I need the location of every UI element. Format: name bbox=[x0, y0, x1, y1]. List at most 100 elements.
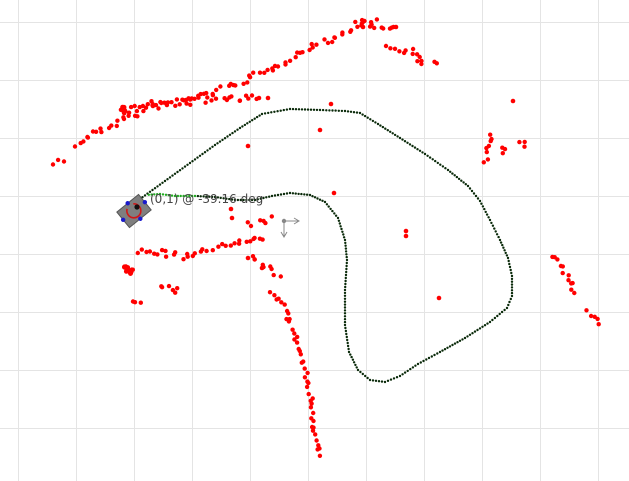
obstacle-point bbox=[245, 80, 250, 85]
path-point bbox=[358, 111, 362, 115]
obstacle-point bbox=[163, 254, 169, 259]
obstacle-point bbox=[99, 129, 104, 135]
path-point bbox=[363, 114, 367, 118]
obstacle-point bbox=[410, 51, 415, 57]
obstacle-point bbox=[121, 115, 126, 120]
obstacle-point bbox=[210, 91, 215, 97]
obstacle-point bbox=[251, 70, 256, 75]
obstacle-point bbox=[132, 103, 137, 109]
path-point bbox=[500, 310, 504, 314]
obstacle-point bbox=[294, 340, 300, 345]
obstacle-point bbox=[128, 104, 134, 110]
path-point bbox=[343, 294, 347, 297]
path-point bbox=[349, 110, 353, 114]
path-point bbox=[478, 327, 482, 330]
path-point bbox=[384, 127, 387, 130]
path-point bbox=[311, 195, 314, 198]
path-point bbox=[389, 130, 392, 133]
obstacle-point-cloud bbox=[50, 17, 601, 458]
path-point bbox=[344, 279, 347, 283]
obstacle-point bbox=[596, 322, 601, 327]
obstacle-point bbox=[317, 453, 323, 458]
obstacle-point bbox=[302, 366, 307, 371]
obstacle-point bbox=[228, 243, 233, 248]
path-point bbox=[488, 218, 492, 222]
obstacle-point bbox=[166, 283, 172, 289]
path-point bbox=[343, 300, 347, 303]
obstacle-point bbox=[220, 241, 225, 247]
path-point bbox=[300, 192, 303, 196]
path-point bbox=[503, 249, 506, 252]
robot-marker[interactable] bbox=[114, 191, 155, 230]
obstacle-point bbox=[126, 268, 132, 274]
obstacle-point bbox=[308, 405, 314, 410]
path-point bbox=[396, 135, 399, 138]
obstacle-point bbox=[115, 118, 120, 123]
path-point bbox=[156, 193, 159, 196]
path-point bbox=[201, 152, 204, 156]
path-point bbox=[167, 194, 171, 197]
path-point bbox=[411, 366, 415, 369]
obstacle-point bbox=[248, 239, 253, 244]
path-point bbox=[491, 318, 494, 322]
obstacle-point bbox=[252, 235, 257, 241]
path-point bbox=[206, 149, 209, 152]
path-point bbox=[238, 126, 242, 130]
obstacle-point bbox=[300, 50, 305, 55]
path-point bbox=[285, 108, 289, 111]
path-point bbox=[436, 352, 439, 355]
path-point bbox=[279, 109, 282, 112]
obstacle-point bbox=[305, 370, 310, 376]
path-point bbox=[344, 244, 347, 247]
obstacle-point bbox=[360, 24, 366, 30]
path-point bbox=[297, 108, 301, 111]
path-point bbox=[428, 156, 432, 159]
path-point bbox=[255, 115, 259, 119]
path-point bbox=[147, 193, 150, 196]
obstacle-point bbox=[368, 20, 374, 25]
obstacle-point bbox=[309, 41, 314, 47]
path-point bbox=[501, 243, 504, 247]
obstacle-point bbox=[249, 93, 255, 98]
path-point bbox=[176, 170, 179, 174]
path-point bbox=[221, 138, 224, 142]
path-point bbox=[226, 135, 229, 138]
obstacle-point bbox=[196, 95, 201, 100]
path-point bbox=[185, 194, 188, 198]
path-point bbox=[510, 277, 514, 281]
obstacle-point bbox=[204, 90, 209, 96]
path-point bbox=[316, 197, 319, 200]
path-point bbox=[276, 193, 280, 197]
obstacle-point bbox=[93, 129, 99, 134]
obstacle-point bbox=[271, 272, 276, 278]
path-point bbox=[343, 297, 347, 300]
path-point bbox=[464, 183, 467, 186]
path-point bbox=[345, 332, 348, 336]
obstacle-point bbox=[566, 273, 571, 278]
path-point bbox=[325, 203, 329, 206]
obstacle-point bbox=[141, 108, 146, 114]
path-point bbox=[457, 177, 461, 181]
obstacle-point bbox=[381, 26, 386, 31]
obstacle-point bbox=[348, 28, 354, 33]
obstacle-point bbox=[214, 87, 219, 93]
path-point bbox=[262, 196, 265, 200]
path-point bbox=[313, 196, 317, 199]
path-point bbox=[369, 118, 372, 121]
obstacle-point bbox=[313, 432, 318, 437]
obstacle-point bbox=[209, 98, 214, 103]
path-point bbox=[161, 181, 164, 184]
path-point bbox=[411, 144, 414, 148]
obstacle-point bbox=[184, 101, 189, 106]
obstacle-point bbox=[276, 296, 281, 301]
path-point bbox=[451, 343, 454, 347]
obstacle-point bbox=[200, 247, 205, 252]
path-point bbox=[421, 151, 424, 154]
axis-gizmo-icon[interactable] bbox=[280, 217, 300, 238]
path-point bbox=[305, 193, 309, 196]
path-point bbox=[434, 159, 437, 163]
path-point bbox=[392, 377, 396, 380]
path-point bbox=[321, 199, 324, 202]
